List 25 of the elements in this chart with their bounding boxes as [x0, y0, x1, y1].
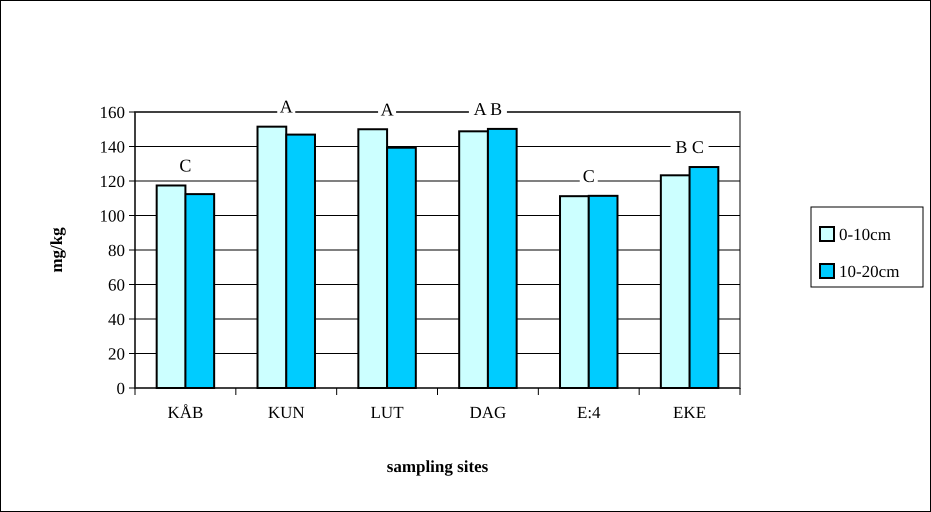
x-tick-label: LUT — [370, 403, 404, 422]
x-tick-label: KUN — [268, 403, 305, 422]
x-tick-label: EKE — [673, 403, 706, 422]
annotation: A — [380, 99, 394, 120]
annotation: B C — [675, 137, 704, 158]
y-tick-label: 40 — [108, 310, 125, 329]
legend-label: 0-10cm — [839, 224, 891, 244]
y-tick-label: 160 — [100, 102, 125, 122]
x-axis-title: sampling sites — [386, 457, 489, 476]
legend-label: 10-20cm — [839, 262, 900, 281]
annotation: C — [582, 166, 595, 186]
annotation: A B — [474, 98, 502, 119]
y-tick-label: 0 — [116, 378, 125, 398]
annotation: A — [280, 96, 293, 117]
y-tick-label: 60 — [108, 275, 125, 294]
y-tick-label: 80 — [108, 240, 125, 260]
annotation: C — [179, 155, 192, 176]
x-tick-label: E:4 — [576, 403, 602, 422]
y-tick-label: 140 — [100, 137, 125, 156]
y-axis-title: mg/kg — [47, 226, 66, 273]
x-tick-label: DAG — [469, 403, 506, 422]
y-tick-label: 120 — [100, 172, 125, 191]
x-tick-label: KÅB — [167, 403, 204, 422]
y-tick-label: 20 — [108, 344, 125, 364]
y-tick-label: 100 — [100, 206, 125, 226]
